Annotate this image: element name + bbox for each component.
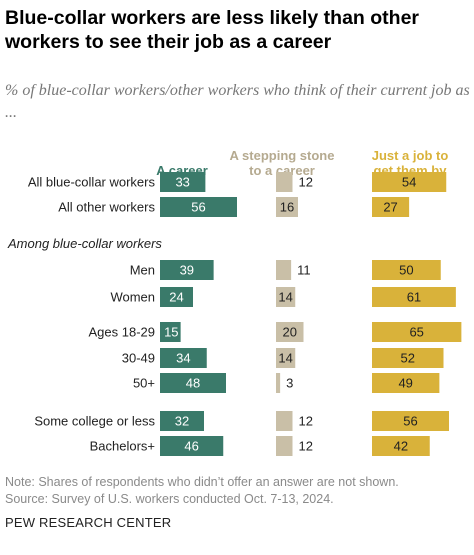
column-header-job: Just a job to	[372, 148, 449, 163]
bar-job	[372, 373, 440, 393]
data-label-career: 32	[175, 414, 189, 429]
data-label-stepping: 14	[278, 351, 292, 366]
data-label-job: 50	[399, 263, 413, 278]
bar-stepping	[276, 373, 281, 393]
chart-title: Blue-collar workers are less likely than…	[5, 7, 420, 53]
bar-job	[372, 172, 447, 192]
bar-job	[372, 348, 444, 368]
bar-stepping	[276, 260, 292, 280]
bar-stepping	[276, 436, 293, 456]
bar-job	[372, 411, 449, 431]
row-label: All blue-collar workers	[28, 175, 156, 190]
row-label: Bachelors+	[90, 439, 155, 454]
row-label: 50+	[133, 376, 155, 391]
bar-career	[160, 411, 204, 431]
bar-career	[160, 348, 207, 368]
bar-career	[160, 287, 193, 307]
bar-stepping	[276, 172, 293, 192]
bar-career	[160, 322, 181, 342]
brand-label: PEW RESEARCH CENTER	[5, 515, 172, 530]
bar-career	[160, 436, 224, 456]
data-label-career: 15	[164, 325, 178, 340]
bar-career	[160, 260, 214, 280]
row-label: Ages 18-29	[89, 325, 156, 340]
data-label-job: 49	[398, 376, 412, 391]
data-label-career: 46	[184, 439, 198, 454]
bar-stepping	[276, 197, 298, 217]
chart-subtitle: % of blue-collar workers/other workers w…	[5, 82, 470, 121]
row-label: Women	[110, 290, 155, 305]
row-label: All other workers	[58, 200, 155, 215]
column-header-stepping: to a career	[249, 163, 315, 178]
bar-stepping	[276, 287, 296, 307]
data-label-job: 52	[401, 351, 415, 366]
data-label-job: 56	[403, 414, 417, 429]
data-label-job: 61	[407, 290, 421, 305]
bar-stepping	[276, 411, 293, 431]
bar-job	[372, 436, 430, 456]
data-label-career: 33	[175, 175, 189, 190]
column-header-stepping: A stepping stone	[230, 148, 335, 163]
bar-job	[372, 322, 462, 342]
bar-career	[160, 197, 237, 217]
data-label-career: 34	[176, 351, 190, 366]
data-label-stepping: 12	[299, 439, 313, 454]
bar-job	[372, 287, 456, 307]
data-label-job: 42	[394, 439, 408, 454]
row-label: Some college or less	[34, 414, 155, 429]
bar-job	[372, 197, 410, 217]
bar-career	[160, 172, 206, 192]
data-label-job: 65	[409, 325, 423, 340]
note-text: Note: Shares of respondents who didn’t o…	[5, 475, 399, 489]
data-label-stepping: 12	[299, 175, 313, 190]
data-label-stepping: 14	[278, 290, 292, 305]
row-label: 30-49	[122, 351, 155, 366]
data-label-stepping: 3	[286, 376, 293, 391]
data-label-job: 27	[383, 200, 397, 215]
data-label-stepping: 16	[280, 200, 294, 215]
data-label-job: 54	[402, 175, 416, 190]
bar-job	[372, 260, 441, 280]
row-label: Men	[130, 263, 155, 278]
section-label: Among blue-collar workers	[7, 236, 162, 251]
data-label-career: 39	[180, 263, 194, 278]
data-label-stepping: 12	[299, 414, 313, 429]
source-text: Source: Survey of U.S. workers conducted…	[5, 492, 334, 506]
data-label-career: 48	[186, 376, 200, 391]
data-label-stepping: 11	[297, 263, 311, 278]
data-label-stepping: 20	[283, 325, 297, 340]
bar-career	[160, 373, 226, 393]
data-label-career: 56	[191, 200, 205, 215]
bar-stepping	[276, 322, 304, 342]
data-label-career: 24	[169, 290, 183, 305]
bar-stepping	[276, 348, 296, 368]
